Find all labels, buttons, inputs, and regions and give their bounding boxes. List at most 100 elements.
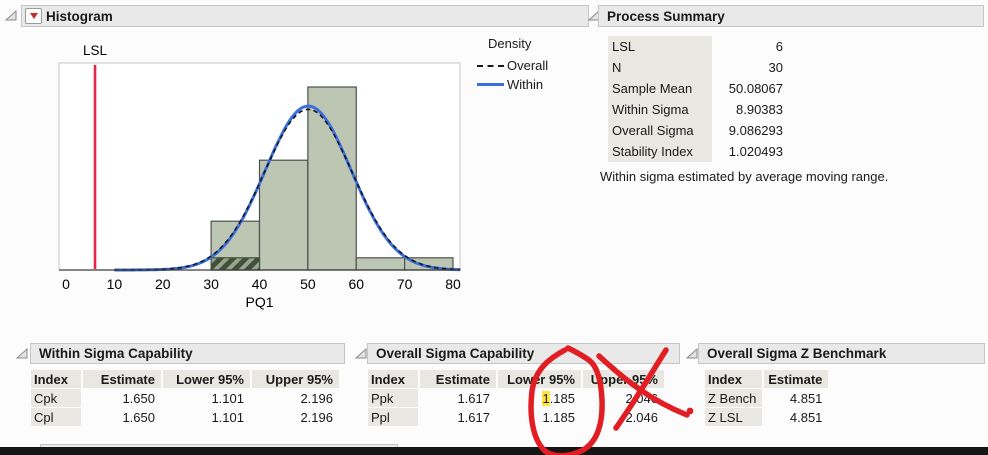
value-cell: 1.101 [211, 390, 244, 406]
index-cell: Z LSL [705, 408, 763, 426]
summary-label: N [608, 57, 712, 78]
x-tick-label: 50 [300, 276, 316, 292]
value-cell: 1.650 [122, 409, 155, 425]
header-row: Index Estimate Lower 95% Upper 95% [31, 370, 339, 388]
within-capability-title: Within Sigma Capability [39, 346, 193, 361]
column-header: Upper 95% [252, 370, 339, 388]
value-cell: 4.851 [789, 409, 823, 425]
value-cell: 1.101 [211, 409, 244, 425]
histogram-title: Histogram [46, 8, 113, 24]
legend-item-overall: Overall [477, 56, 548, 75]
index-cell: Cpk [31, 389, 81, 407]
process-summary-section-header[interactable]: Process Summary [598, 5, 984, 27]
header-row: Index Estimate [705, 370, 829, 388]
within-sigma-note: Within sigma estimated by average moving… [600, 169, 889, 184]
overall-capability-section-header[interactable]: Overall Sigma Capability [367, 343, 680, 364]
x-tick-label: 40 [252, 276, 268, 292]
column-header: Estimate [764, 370, 829, 388]
x-tick-label: 20 [155, 276, 171, 292]
red-triangle-menu-button[interactable] [25, 8, 42, 24]
solid-line-icon [477, 83, 504, 86]
process-summary-table: LSL 6 N 30 Sample Mean 50.08067 Within Sigma 8.… [608, 36, 785, 162]
value-cell: 1.185 [542, 409, 575, 425]
value-cell: 2.046 [625, 409, 658, 425]
histogram-bar [307, 86, 357, 271]
histogram-section-header[interactable]: Histogram [21, 5, 589, 27]
column-header: Estimate [83, 370, 161, 388]
density-legend: Density Overall Within [477, 36, 548, 94]
legend-item-within: Within [477, 75, 548, 94]
histogram-bar [355, 257, 406, 271]
histogram-chart: LSL 0 10 20 30 40 50 60 70 80 PQ1 [58, 43, 461, 310]
shaded-region [210, 257, 261, 271]
table-row: Ppl 1.617 1.185 2.046 [368, 408, 664, 426]
index-cell: Z Bench [705, 389, 763, 407]
column-header: Lower 95% [163, 370, 250, 388]
index-cell: Ppl [368, 408, 418, 426]
summary-value: 30 [768, 60, 783, 75]
column-header: Lower 95% [498, 370, 581, 388]
zbenchmark-table: Index Estimate Z Bench 4.851 Z LSL 4.851 [703, 369, 830, 427]
x-axis-title: PQ1 [245, 294, 273, 310]
value-cell-highlighted: 1.185 [542, 390, 575, 406]
summary-value: 9.086293 [728, 123, 783, 138]
zbenchmark-section-header[interactable]: Overall Sigma Z Benchmark [698, 343, 985, 364]
value-cell: 1.617 [457, 409, 490, 425]
x-tick-label: 30 [203, 276, 219, 292]
overall-capability-title: Overall Sigma Capability [376, 346, 535, 361]
table-row: Z Bench 4.851 [705, 389, 828, 407]
summary-row: LSL 6 [608, 36, 785, 57]
summary-value: 6 [775, 39, 783, 54]
hand-drawn-dot-annotation [686, 407, 694, 415]
legend-within-label: Within [507, 77, 544, 92]
summary-label: Overall Sigma [608, 120, 712, 141]
histogram-bar [258, 159, 309, 271]
table-row: Cpk 1.650 1.101 2.196 [31, 389, 339, 407]
summary-value: 8.90383 [736, 102, 783, 117]
summary-row: Stability Index 1.020493 [608, 141, 785, 162]
process-summary-title: Process Summary [607, 8, 725, 24]
x-tick-label: 70 [397, 276, 413, 292]
legend-overall-label: Overall [507, 58, 549, 73]
within-capability-disclosure-icon[interactable] [16, 348, 29, 359]
overall-capability-table: Index Estimate Lower 95% Upper 95% Ppk 1.617 1… [366, 369, 666, 427]
header-row: Index Estimate Lower 95% Upper 95% [368, 370, 664, 388]
histogram-disclosure-icon[interactable] [5, 10, 18, 21]
within-capability-section-header[interactable]: Within Sigma Capability [30, 343, 345, 364]
index-cell: Cpl [31, 408, 81, 426]
value-cell: 2.196 [300, 390, 333, 406]
table-row: Cpl 1.650 1.101 2.196 [31, 408, 339, 426]
column-header: Index [31, 370, 81, 388]
column-header: Index [705, 370, 763, 388]
x-tick-label: 0 [62, 276, 70, 292]
summary-row: N 30 [608, 57, 785, 78]
summary-value: 50.08067 [728, 81, 783, 96]
summary-label: Sample Mean [608, 78, 712, 99]
summary-label: LSL [608, 36, 712, 57]
column-header: Index [368, 370, 418, 388]
value-cell: 2.196 [300, 409, 333, 425]
table-row: Z LSL 4.851 [705, 408, 828, 426]
overall-density-curve [114, 108, 461, 271]
column-header: Upper 95% [583, 370, 664, 388]
overall-capability-disclosure-icon[interactable] [355, 348, 368, 359]
window-edge-bar [0, 447, 988, 455]
value-cell: 4.851 [789, 390, 823, 406]
lsl-label: LSL [83, 43, 108, 58]
summary-row: Within Sigma 8.90383 [608, 99, 785, 120]
summary-value: 1.020493 [728, 144, 783, 159]
red-triangle-icon [29, 13, 38, 19]
summary-row: Sample Mean 50.08067 [608, 78, 785, 99]
table-row: Ppk 1.617 1.185 2.046 [368, 389, 664, 407]
value-cell: 1.617 [457, 390, 490, 406]
x-tick-label: 60 [348, 276, 364, 292]
index-cell: Ppk [368, 389, 418, 407]
dashed-line-icon [477, 64, 504, 67]
value-cell: 1.650 [122, 390, 155, 406]
summary-label: Stability Index [608, 141, 712, 162]
x-tick-label: 80 [445, 276, 461, 292]
summary-label: Within Sigma [608, 99, 712, 120]
highlighted-character: 1 [542, 390, 550, 406]
zbenchmark-title: Overall Sigma Z Benchmark [707, 346, 887, 361]
within-capability-table: Index Estimate Lower 95% Upper 95% Cpk 1.650 1… [29, 369, 341, 427]
